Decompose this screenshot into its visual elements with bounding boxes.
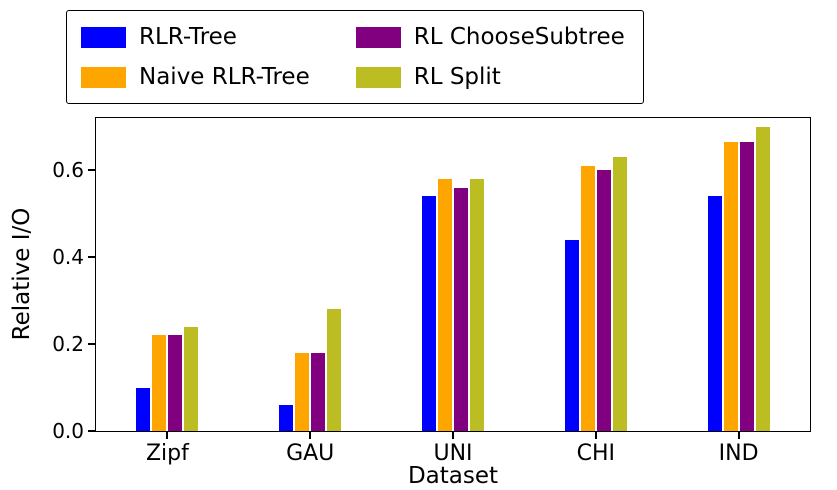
legend-item-rl-choosesubtree: RL ChooseSubtree	[355, 23, 625, 50]
x-tick-label-uni: UNI	[433, 441, 473, 466]
bar-uni-rl-split	[469, 178, 484, 431]
bar-zipf-rl-choosesubtree	[168, 335, 183, 431]
y-tick-label: 0.4	[52, 245, 84, 270]
bar-uni-naive-rlr-tree	[437, 178, 452, 431]
x-tick-mark	[166, 431, 169, 439]
bar-zipf-naive-rlr-tree	[152, 335, 167, 431]
y-tick-mark	[88, 169, 96, 172]
legend-item-rl-split: RL Split	[355, 63, 625, 90]
bar-ind-rlr-tree	[707, 196, 722, 431]
legend-swatch-icon	[355, 26, 401, 48]
bar-uni-rl-choosesubtree	[453, 187, 468, 431]
bar-group-ind	[707, 118, 770, 431]
bar-chi-rl-split	[612, 157, 627, 431]
legend-label: Naive RLR-Tree	[139, 63, 310, 90]
bar-gau-rl-choosesubtree	[311, 352, 326, 431]
bar-chi-rl-choosesubtree	[596, 170, 611, 431]
bar-gau-naive-rlr-tree	[295, 352, 310, 431]
x-tick-label-ind: IND	[718, 441, 759, 466]
legend-item-rlr-tree: RLR-Tree	[81, 23, 310, 50]
y-axis-title: Relative I/O	[9, 207, 35, 341]
y-tick-label: 0.6	[52, 158, 84, 183]
bar-gau-rl-split	[327, 309, 342, 431]
x-tick-mark	[452, 431, 454, 439]
y-tick-mark	[88, 343, 96, 346]
x-axis-title: Dataset	[407, 463, 499, 489]
x-tick-mark	[309, 431, 312, 439]
bar-group-gau	[279, 118, 342, 431]
bar-chi-naive-rlr-tree	[580, 165, 595, 431]
y-tick-label: 0.2	[52, 332, 84, 357]
bar-group-chi	[564, 118, 627, 431]
legend-swatch-icon	[81, 26, 126, 48]
bar-group-uni	[421, 118, 484, 431]
bar-group-zipf	[136, 118, 199, 431]
legend-item-naive-rlr-tree: Naive RLR-Tree	[81, 63, 310, 90]
plot-area: 0.0 0.2 0.4 0.6 Zipf GAU UNI CHI IND	[52, 117, 811, 465]
x-tick-mark	[594, 431, 597, 439]
x-tick-mark	[737, 431, 740, 439]
legend-label: RL Split	[413, 63, 501, 90]
bar-zipf-rl-split	[184, 326, 199, 431]
bar-ind-rl-choosesubtree	[739, 141, 754, 431]
legend-label: RL ChooseSubtree	[413, 23, 625, 50]
legend-swatch-icon	[81, 66, 126, 88]
bar-ind-naive-rlr-tree	[723, 141, 738, 431]
legend-label: RLR-Tree	[139, 23, 237, 50]
x-tick-label-zipf: Zipf	[145, 441, 189, 466]
x-tick-label-chi: CHI	[576, 441, 615, 466]
bar-chi-rlr-tree	[564, 239, 579, 431]
x-tick-label-gau: GAU	[286, 441, 335, 466]
bar-uni-rlr-tree	[421, 196, 436, 431]
bar-ind-rl-split	[755, 126, 770, 431]
y-tick-mark	[88, 256, 96, 259]
legend: RLR-Tree Naive RLR-Tree RL ChooseSubtree…	[66, 10, 644, 104]
y-tick-mark	[88, 430, 96, 432]
legend-swatch-icon	[355, 66, 401, 88]
bar-zipf-rlr-tree	[136, 387, 151, 431]
bar-gau-rlr-tree	[279, 404, 294, 431]
y-tick-label: 0.0	[52, 419, 84, 443]
